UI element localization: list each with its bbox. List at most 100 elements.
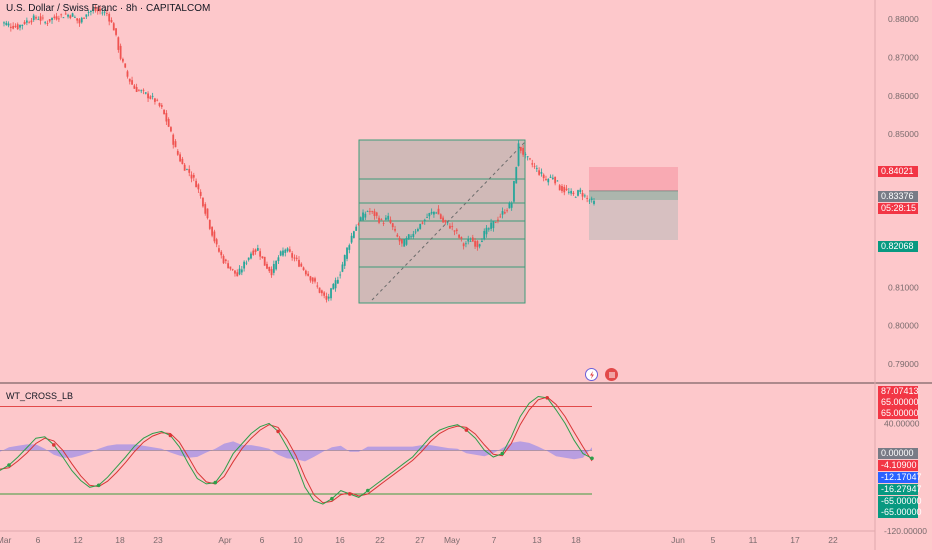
candle xyxy=(259,248,262,260)
price-badge: 0.84021 xyxy=(878,166,918,178)
candle xyxy=(437,205,440,215)
candle-body xyxy=(451,226,454,227)
candle xyxy=(405,236,408,246)
price-tick-label: 0.88000 xyxy=(888,14,919,24)
candle-body xyxy=(302,267,305,271)
cross-dot xyxy=(464,428,469,432)
candle-body xyxy=(485,227,488,235)
indicator-tick-label: 40.00000 xyxy=(884,418,920,428)
candle-body xyxy=(144,92,147,94)
time-tick-label: 13 xyxy=(532,535,542,545)
candle xyxy=(211,226,214,238)
cross-dot xyxy=(545,396,549,400)
price-badge: 0.82068 xyxy=(878,240,918,252)
candle-body xyxy=(563,186,566,193)
candle-body xyxy=(53,16,56,18)
drawing-zones xyxy=(358,139,678,304)
candle-body xyxy=(12,25,15,29)
candle-body xyxy=(389,219,392,223)
candle-body xyxy=(142,89,145,91)
cross-dot xyxy=(348,492,352,496)
candle xyxy=(398,236,401,245)
candle xyxy=(453,230,456,236)
candle xyxy=(270,266,273,278)
candle-body xyxy=(167,118,170,127)
candle-body xyxy=(565,188,568,191)
candle-body xyxy=(421,222,424,224)
candle xyxy=(106,9,108,17)
price-axis[interactable]: 0.88000 0.87000 0.86000 0.85000 0.81000 0.800… xyxy=(888,14,919,369)
time-tick-label: 7 xyxy=(492,535,497,545)
candle xyxy=(529,157,531,161)
candle xyxy=(147,91,149,102)
fib-trend-line xyxy=(371,141,526,301)
flash-icon[interactable] xyxy=(585,368,598,381)
candle-body xyxy=(117,37,120,50)
time-tick-label: 11 xyxy=(749,535,758,545)
cross-dot xyxy=(7,463,11,467)
candle xyxy=(167,117,170,128)
time-tick-label: 18 xyxy=(115,535,125,545)
indicator-axis[interactable]: 40.00000 -120.00000 xyxy=(884,418,927,536)
candle xyxy=(455,228,458,235)
candle xyxy=(421,220,424,225)
candle xyxy=(492,220,495,232)
candle-body xyxy=(350,235,353,243)
time-tick-label: 6 xyxy=(36,535,41,545)
candle-body xyxy=(499,216,502,218)
candle xyxy=(378,215,380,225)
candle xyxy=(572,191,575,196)
candle-body xyxy=(261,256,264,259)
candle-body xyxy=(16,24,19,30)
candle xyxy=(160,103,163,109)
candle-body xyxy=(188,169,191,173)
candle-body xyxy=(119,45,122,59)
candle xyxy=(567,187,570,195)
candle xyxy=(401,239,403,247)
candle-body xyxy=(398,237,401,242)
candle-body xyxy=(524,153,527,156)
candle-body xyxy=(430,211,433,214)
indicator-label[interactable]: WT_CROSS_LB xyxy=(6,391,74,401)
candle xyxy=(469,237,472,243)
candle xyxy=(334,277,337,292)
flag-icon[interactable] xyxy=(605,368,618,381)
candle xyxy=(341,261,344,273)
cross-dot xyxy=(213,480,218,485)
candle-body xyxy=(160,105,163,107)
candle-body xyxy=(588,200,591,202)
candle xyxy=(545,175,547,181)
candle xyxy=(346,247,348,262)
candle-body xyxy=(492,221,495,229)
candle-body xyxy=(316,285,319,287)
candle xyxy=(410,234,412,239)
candle xyxy=(154,97,156,105)
candle-body xyxy=(80,17,83,23)
candle-body xyxy=(522,147,525,155)
candle-body xyxy=(256,248,259,251)
price-tick-label: 0.80000 xyxy=(888,321,919,331)
cross-dot xyxy=(168,433,173,438)
candle xyxy=(387,212,390,222)
candle-body xyxy=(172,134,175,145)
candle xyxy=(460,236,463,242)
candle xyxy=(412,230,415,239)
candle xyxy=(247,257,250,262)
candle-body xyxy=(227,263,230,269)
candle-body xyxy=(51,17,53,21)
candle xyxy=(547,178,550,186)
candle xyxy=(323,291,326,299)
candle-body xyxy=(25,20,28,23)
candle-body xyxy=(218,248,220,252)
candle xyxy=(465,241,467,248)
stop-loss-zone[interactable] xyxy=(589,167,678,191)
time-axis[interactable]: Mar 6 12 18 23 Apr 6 10 16 22 27 May 7 13 18 Jun 5 11 17 22 xyxy=(0,535,838,545)
indicator-badge: 65.00000 xyxy=(878,408,919,419)
candle xyxy=(350,232,353,244)
candle-body xyxy=(501,211,504,215)
candle xyxy=(222,254,225,265)
candle-body xyxy=(163,109,165,115)
candle-body xyxy=(55,16,58,20)
candle xyxy=(115,28,117,37)
candle xyxy=(320,289,323,297)
